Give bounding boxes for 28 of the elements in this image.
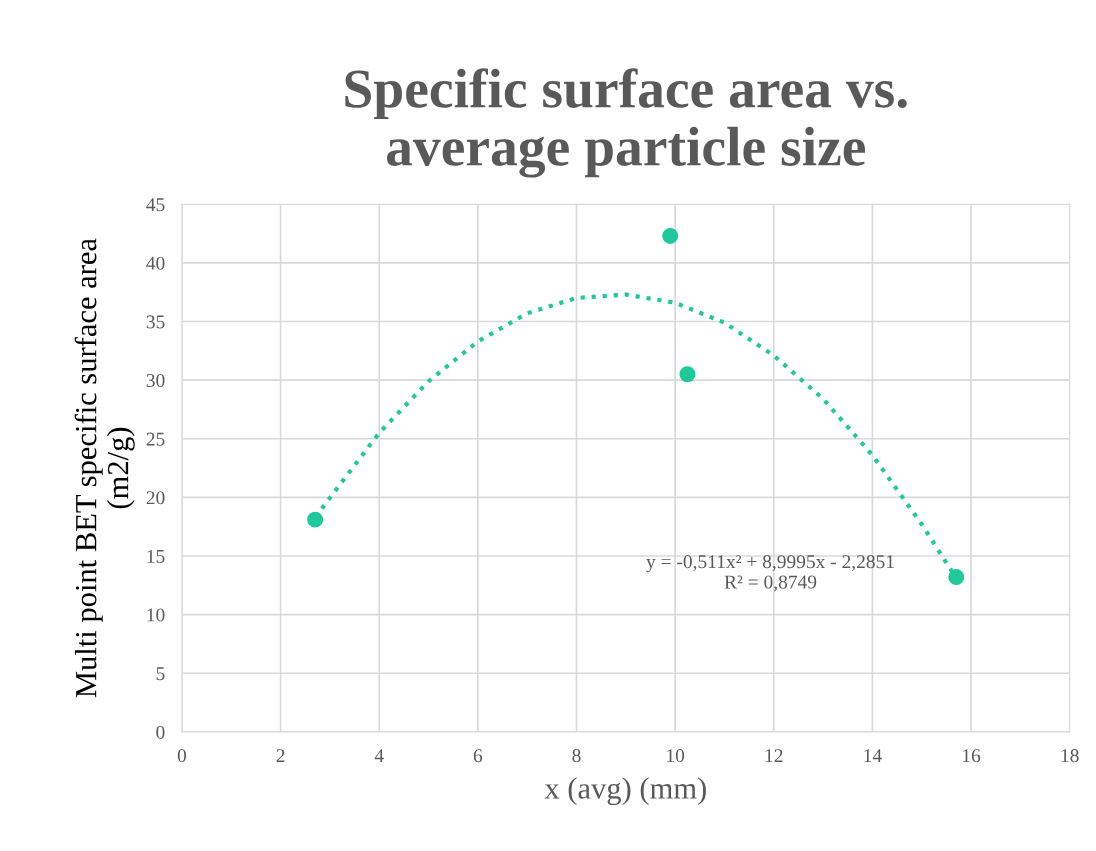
y-tick-label: 25 xyxy=(146,432,165,446)
y-axis-title: Multi point BET specific surface area (m2/g) xyxy=(74,238,135,698)
point xyxy=(307,511,324,528)
annotation: y = -0,511x² + 8,9995x - 2,2851 R² = 0,8749 xyxy=(646,555,894,592)
y-tick-label: 35 xyxy=(146,315,165,329)
x-axis-title: x (avg) (mm) xyxy=(544,777,706,806)
x-tick-label: 12 xyxy=(765,749,783,763)
y-tick-label: 30 xyxy=(146,373,165,388)
y-tick-label: 40 xyxy=(146,256,165,270)
y-tick-label: 5 xyxy=(156,667,165,681)
y-tick-label: 10 xyxy=(147,608,165,622)
x-tick-label: 2 xyxy=(276,749,285,763)
x-tick-label: 16 xyxy=(963,749,981,763)
x-tick-label: 10 xyxy=(667,749,685,763)
point xyxy=(662,227,679,244)
y-tick-label: 15 xyxy=(147,549,165,563)
x-tick-label: 18 xyxy=(1061,749,1079,763)
chart-title: Specific surface area vs. average particle size xyxy=(345,68,907,178)
y-tick-label: 20 xyxy=(146,491,165,505)
x-tick-label: 0 xyxy=(177,749,187,763)
x-tick-label: 8 xyxy=(572,749,581,763)
x-tick-label: 4 xyxy=(374,749,384,763)
y-tick-label: 45 xyxy=(146,198,165,212)
x-tick-label: 14 xyxy=(864,749,882,763)
point xyxy=(679,366,696,383)
x-tick-label: 6 xyxy=(473,749,483,763)
point xyxy=(948,569,965,586)
y-tick-label: 0 xyxy=(156,725,165,739)
